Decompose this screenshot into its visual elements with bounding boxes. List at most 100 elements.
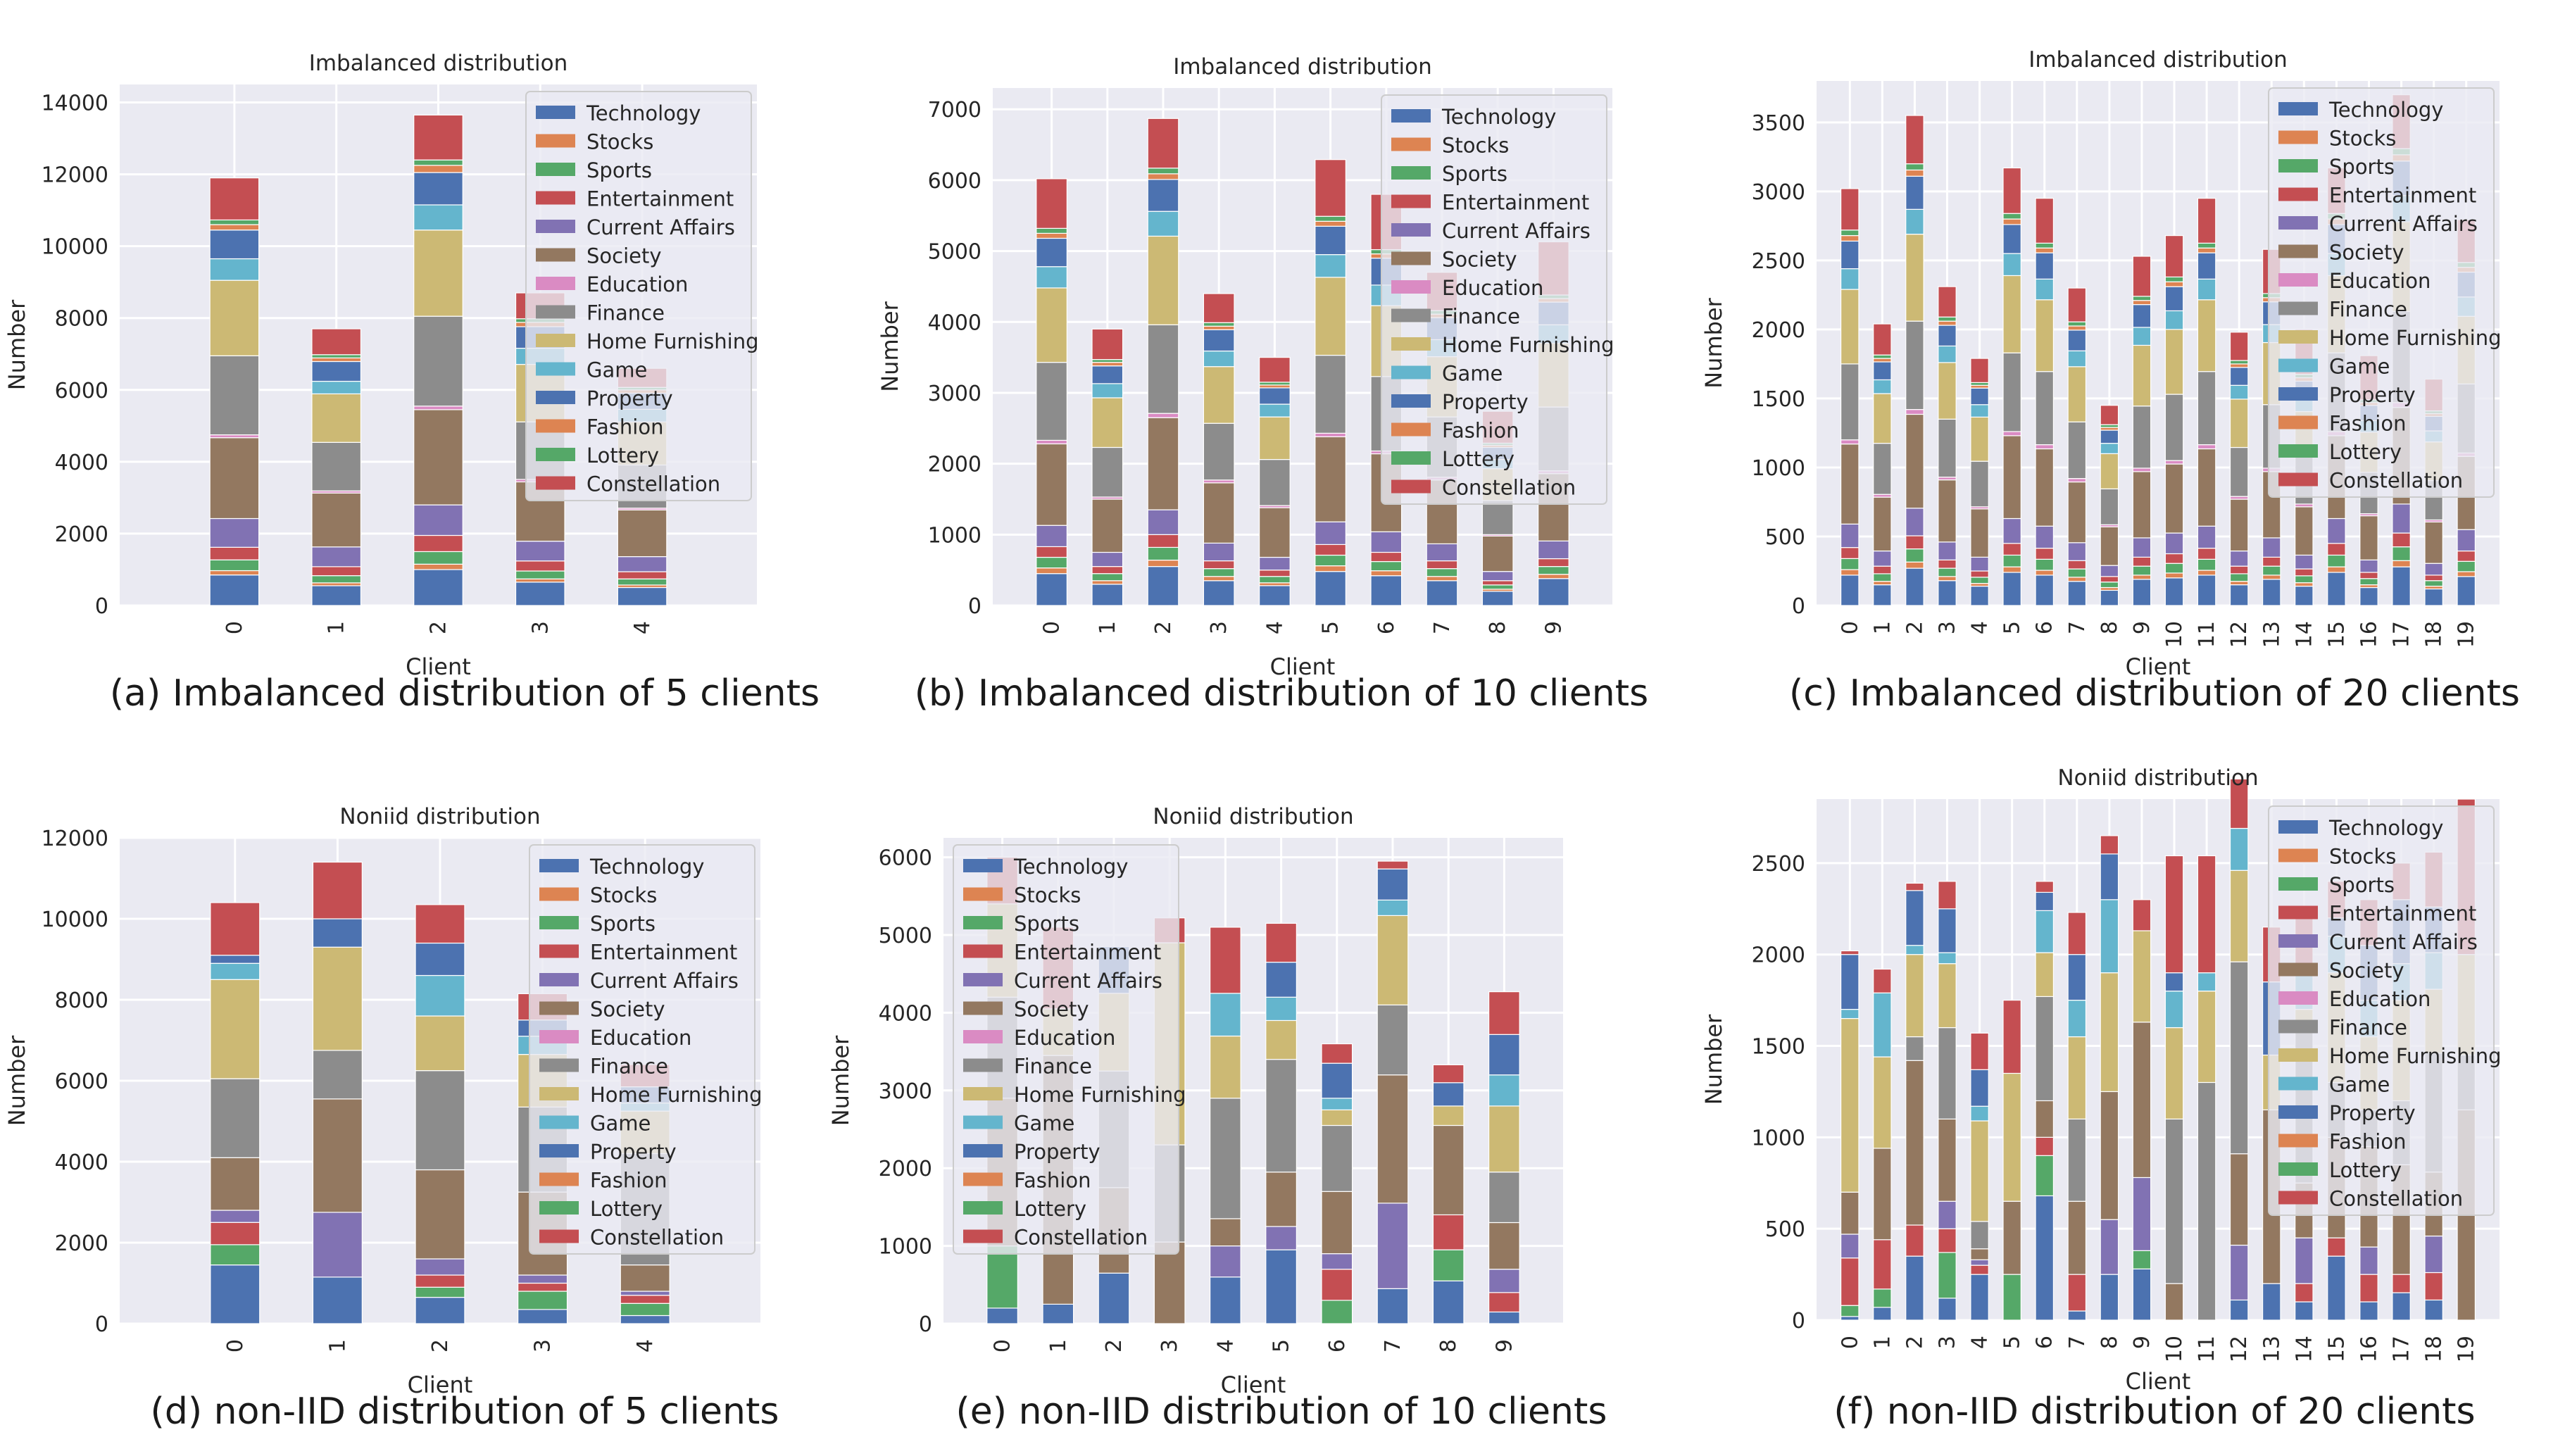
y-tick-label: 6000 <box>55 379 108 403</box>
legend-swatch <box>2278 330 2318 344</box>
bar-segment <box>2197 855 2216 974</box>
bar-segment <box>2197 575 2216 606</box>
bar-segment <box>1938 541 1957 560</box>
legend-swatch <box>963 1087 1003 1100</box>
bar-segment <box>1840 1234 1860 1259</box>
bar-segment <box>1098 1272 1130 1324</box>
legend-label: Society <box>587 244 662 268</box>
bar-segment <box>2067 912 2087 955</box>
legend-swatch <box>536 334 575 347</box>
bar-segment <box>617 509 667 558</box>
legend-swatch <box>2278 820 2318 834</box>
bar-segment <box>1147 324 1179 414</box>
y-tick-label: 2000 <box>55 522 108 547</box>
legend-swatch <box>1391 479 1431 494</box>
bar-segment <box>1840 950 1860 955</box>
bar-segment <box>1840 240 1860 270</box>
legend-label: Property <box>2329 383 2416 407</box>
bar-segment <box>210 902 261 956</box>
x-tick-label: 0 <box>1838 1336 1862 1349</box>
bar-segment <box>1147 509 1179 535</box>
bar-segment <box>1905 567 1924 606</box>
x-tick-label: 0 <box>991 1339 1015 1353</box>
bar-segment <box>2035 252 2055 280</box>
x-tick-label: 3 <box>531 1339 556 1353</box>
x-tick-label: 0 <box>1040 621 1065 634</box>
bar-segment <box>1873 1307 1892 1321</box>
bar-segment <box>1147 566 1179 606</box>
x-tick-label: 2 <box>427 621 451 634</box>
legend-label: Stocks <box>2329 845 2396 869</box>
legend-label: Technology <box>2328 816 2443 840</box>
bar-segment <box>209 355 260 436</box>
bar-segment <box>1488 1269 1520 1293</box>
bar-segment <box>1259 507 1291 558</box>
bar-segment <box>2067 287 2087 322</box>
bar-segment <box>2035 575 2055 606</box>
y-tick-label: 1500 <box>1752 1035 1805 1060</box>
bar-segment <box>1873 1148 1892 1241</box>
bar-segment <box>2132 1250 2152 1269</box>
y-axis-label: Number <box>877 301 903 391</box>
bar-segment <box>2035 891 2055 911</box>
legend-swatch <box>2278 130 2318 144</box>
legend-label: Game <box>590 1112 651 1136</box>
bar-segment <box>2002 572 2021 606</box>
legend-label: Fashion <box>2329 412 2406 436</box>
x-tick-label: 2 <box>1902 1336 1927 1349</box>
y-tick-label: 4000 <box>55 1150 108 1175</box>
legend-swatch <box>536 305 575 319</box>
bar-segment <box>1091 365 1124 384</box>
legend-swatch <box>536 191 575 205</box>
bar-segment <box>1376 860 1409 870</box>
legend-swatch <box>1391 280 1431 294</box>
bar-segment <box>1376 915 1409 1005</box>
bar-segment <box>1905 234 1924 322</box>
bar-segment <box>2164 855 2184 974</box>
bar-segment <box>617 586 667 606</box>
legend-swatch <box>2278 962 2318 977</box>
legend-swatch <box>539 1058 579 1072</box>
bar-segment <box>312 918 363 948</box>
bar-segment <box>2359 586 2378 606</box>
bar-segment <box>2132 327 2152 346</box>
bar-segment <box>2229 498 2249 552</box>
x-tick-label: 16 <box>2357 1336 2381 1362</box>
legend-swatch <box>1391 223 1431 237</box>
x-tick-label: 18 <box>2422 1336 2447 1362</box>
y-tick-label: 1500 <box>1752 387 1805 412</box>
bar-segment <box>1970 1105 1989 1122</box>
bar-segment <box>1091 584 1124 606</box>
legend-label: Property <box>1442 390 1529 414</box>
bar-segment <box>1036 362 1067 441</box>
x-tick-label: 4 <box>633 1339 658 1353</box>
bar-segment <box>1265 1172 1297 1227</box>
legend-label: Home Furnishing <box>1014 1083 1186 1107</box>
bar-segment <box>2067 1036 2087 1119</box>
bar-segment <box>2132 256 2152 297</box>
legend-swatch <box>2278 216 2318 230</box>
bar-segment <box>312 1212 363 1278</box>
bar-segment <box>1147 417 1179 510</box>
bar-segment <box>1203 329 1235 352</box>
bar-segment <box>2002 517 2021 544</box>
bar-segment <box>413 409 463 506</box>
panel-caption: (d) non-IID distribution of 5 clients <box>150 1391 779 1433</box>
x-tick-label: 2 <box>1102 1339 1127 1353</box>
legend-label: Game <box>587 358 647 382</box>
bar-segment <box>2132 1022 2152 1179</box>
legend-swatch <box>2278 444 2318 458</box>
y-tick-label: 1000 <box>928 523 982 548</box>
x-tick-label: 15 <box>2324 621 2349 648</box>
x-tick-label: 1 <box>1046 1339 1071 1353</box>
y-tick-label: 2000 <box>55 1231 108 1256</box>
legend-swatch <box>963 887 1003 901</box>
bar-segment <box>1840 1191 1860 1235</box>
legend-label: Game <box>1014 1112 1074 1136</box>
bar-segment <box>1321 1062 1353 1099</box>
x-tick-label: 5 <box>1269 1339 1294 1353</box>
y-tick-label: 500 <box>1765 525 1805 550</box>
bar-segment <box>1321 1269 1353 1301</box>
legend-label: Society <box>2329 959 2404 983</box>
